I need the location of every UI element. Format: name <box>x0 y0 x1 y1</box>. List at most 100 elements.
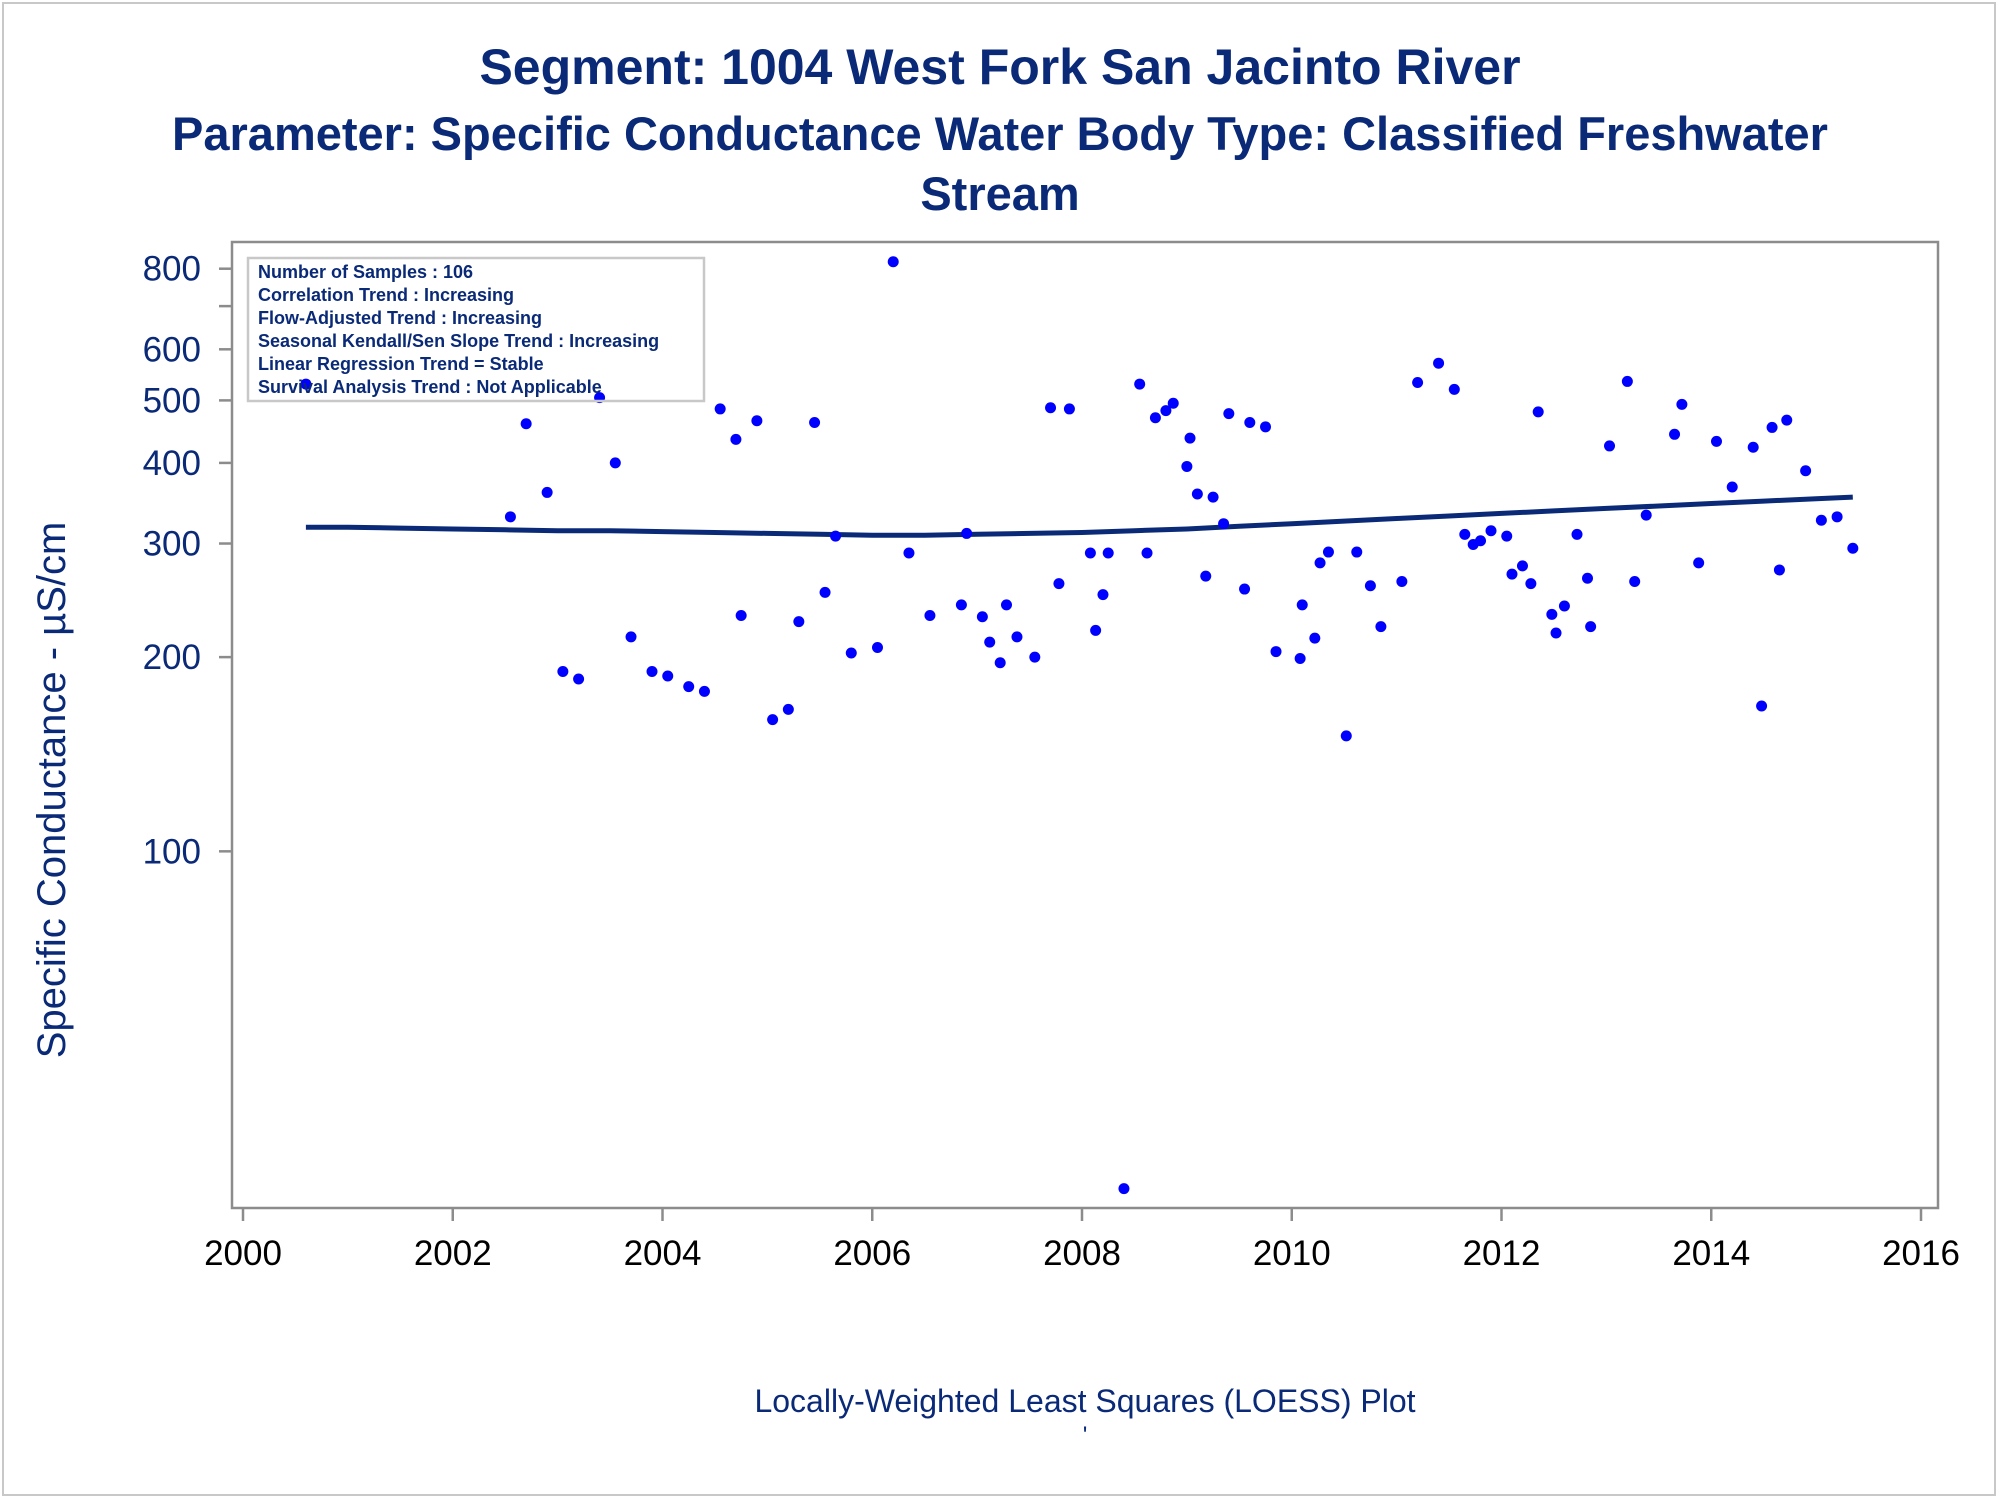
x-tick-label: 2008 <box>1043 1234 1121 1273</box>
data-point <box>1485 525 1497 537</box>
data-point <box>793 616 805 628</box>
data-point <box>1693 557 1705 569</box>
data-point <box>300 378 312 390</box>
data-point <box>1340 730 1352 742</box>
data-point <box>1501 530 1513 542</box>
data-point <box>1244 417 1256 429</box>
data-point <box>1118 1183 1130 1195</box>
trend-box-line: Flow-Adjusted Trend : Increasing <box>258 308 542 328</box>
data-point <box>1045 402 1057 414</box>
data-point <box>976 611 988 623</box>
data-point <box>1029 651 1041 663</box>
data-point <box>1141 547 1153 559</box>
y-tick-label: 300 <box>143 525 201 564</box>
y-tick-label: 400 <box>143 444 201 483</box>
x-tick-label: 2000 <box>204 1234 282 1273</box>
data-point <box>1847 542 1859 554</box>
data-point <box>1084 547 1096 559</box>
x-tick-label: 2002 <box>414 1234 492 1273</box>
data-point <box>1676 398 1688 410</box>
data-point <box>1200 570 1212 582</box>
data-point <box>573 673 585 685</box>
chart-subtitle: Parameter: Specific Conductance Water Bo… <box>172 107 1828 160</box>
data-point <box>1558 600 1570 612</box>
data-point <box>1726 481 1738 493</box>
y-axis-label: Specific Conductance - µS/cm <box>30 522 74 1059</box>
trend-box-border <box>246 256 706 403</box>
data-point <box>1322 546 1334 558</box>
data-point <box>1218 518 1230 530</box>
data-point <box>1134 378 1146 390</box>
data-point <box>683 681 695 693</box>
data-point <box>1063 403 1075 415</box>
y-tick-label: 500 <box>143 381 201 420</box>
data-point <box>924 610 936 622</box>
data-point <box>1459 528 1471 540</box>
x-tick-label: 2010 <box>1253 1234 1331 1273</box>
trend-box-line: Correlation Trend : Increasing <box>258 285 514 305</box>
x-tick-label: 2004 <box>624 1234 702 1273</box>
data-point <box>1571 528 1583 540</box>
x-tick-label: 2012 <box>1463 1234 1541 1273</box>
data-point <box>1296 599 1308 611</box>
data-point <box>1375 621 1387 633</box>
data-point <box>809 417 821 429</box>
data-point <box>1581 572 1593 584</box>
y-tick-label: 600 <box>143 330 201 369</box>
plot-area: 2000 2002 2004 2006 2008 2010 2012 2014 2016 100 2… <box>143 240 1960 1273</box>
data-point <box>1546 608 1558 620</box>
x-tick-label: 2016 <box>1882 1234 1960 1273</box>
data-point <box>1053 578 1065 590</box>
data-point <box>1239 583 1251 595</box>
data-point <box>1506 568 1518 580</box>
data-point <box>782 703 794 715</box>
data-point <box>625 631 637 643</box>
data-point <box>1629 575 1641 587</box>
data-point <box>1516 560 1528 572</box>
data-point <box>1011 631 1023 643</box>
data-point <box>1585 621 1597 633</box>
data-point <box>1475 535 1487 547</box>
data-point <box>1314 557 1326 569</box>
data-point <box>819 586 831 598</box>
data-point <box>1149 412 1161 424</box>
data-point <box>1710 435 1722 447</box>
data-point <box>751 415 763 427</box>
trend-box-line: Linear Regression Trend = Stable <box>258 354 544 374</box>
data-point <box>1191 488 1203 500</box>
data-point <box>1831 511 1843 523</box>
trend-box-line: Seasonal Kendall/Sen Slope Trend : Incre… <box>258 331 659 351</box>
data-point <box>662 670 674 682</box>
data-point <box>1364 580 1376 592</box>
data-point <box>1270 646 1282 658</box>
trend-box-line: Number of Samples : 106 <box>258 262 473 282</box>
data-point <box>609 457 621 469</box>
y-tick-label: 200 <box>143 638 201 677</box>
data-point <box>871 641 883 653</box>
data-point <box>767 714 779 726</box>
data-point <box>887 256 899 268</box>
data-point <box>1000 599 1012 611</box>
data-point <box>830 530 842 542</box>
data-point <box>1766 421 1778 433</box>
trend-box-line: Survival Analysis Trend : Not Applicable <box>258 377 602 397</box>
data-point <box>1532 406 1544 418</box>
data-point <box>1773 564 1785 576</box>
data-point <box>1294 653 1306 665</box>
data-point <box>1525 578 1537 590</box>
data-point <box>1102 547 1114 559</box>
data-point <box>955 599 967 611</box>
plot-frame <box>230 240 1940 1210</box>
data-point <box>714 403 726 415</box>
chart-title: Segment: 1004 West Fork San Jacinto Rive… <box>479 39 1521 95</box>
y-tick-label: 100 <box>143 832 201 871</box>
plot-method-footnote: Locally-Weighted Least Squares (LOESS) P… <box>754 1383 1416 1419</box>
data-point <box>984 636 996 648</box>
data-point <box>1621 375 1633 387</box>
data-point <box>1160 405 1172 417</box>
data-point <box>698 685 710 697</box>
data-point <box>735 610 747 622</box>
data-point <box>1167 397 1179 409</box>
